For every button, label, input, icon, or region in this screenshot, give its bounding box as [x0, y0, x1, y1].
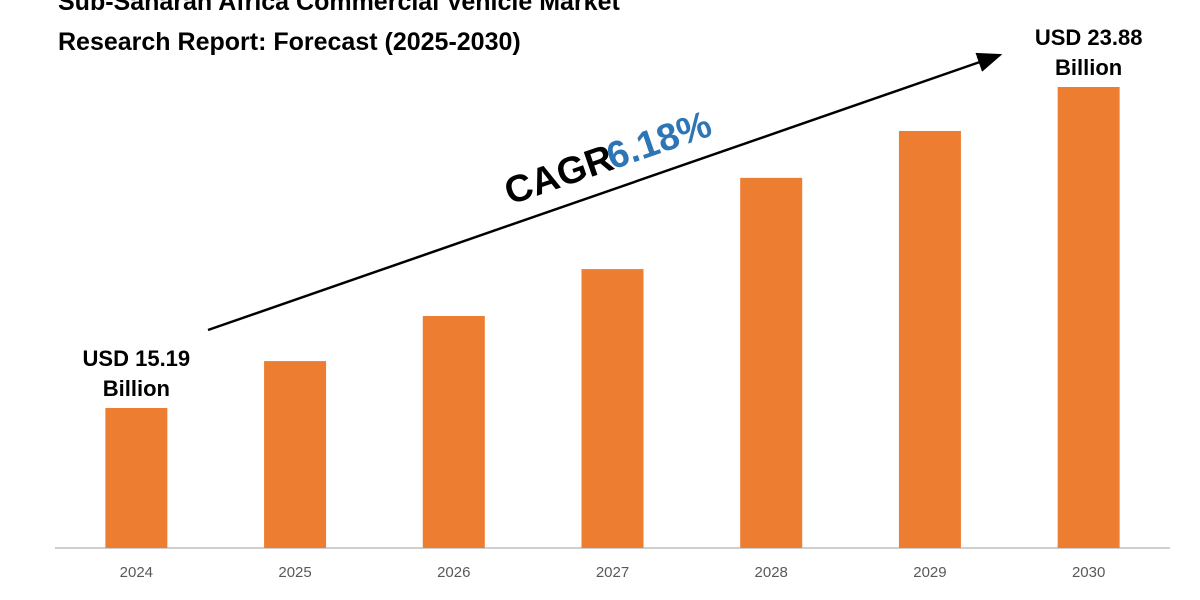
cagr-annotation: CAGR 6.18% [499, 104, 717, 214]
x-tick-label: 2027 [596, 564, 629, 581]
x-tick-label: 2025 [278, 564, 311, 581]
x-tick-label: 2030 [1072, 564, 1105, 581]
cagr-value: 6.18% [601, 104, 717, 179]
x-tick-label: 2024 [120, 564, 153, 581]
value-label: USD 23.88 Billion [1034, 25, 1143, 80]
x-tick-label: 2026 [437, 564, 470, 581]
bar [105, 408, 168, 548]
bar [1057, 87, 1120, 548]
bar [422, 316, 485, 548]
cagr-label: CAGR [499, 137, 618, 213]
bar [264, 361, 327, 548]
bar [898, 130, 961, 549]
chart-title: Sub-Saharan Africa Commercial Vehicle Ma… [58, 0, 620, 16]
value-label: USD 15.19 Billion [82, 346, 191, 401]
trend-arrow [207, 52, 1003, 332]
x-tick-label: 2029 [913, 564, 946, 581]
chart-title: Research Report: Forecast (2025-2030) [58, 28, 521, 56]
bar [581, 269, 644, 548]
x-tick-label: 2028 [755, 564, 788, 581]
bar [740, 177, 803, 549]
